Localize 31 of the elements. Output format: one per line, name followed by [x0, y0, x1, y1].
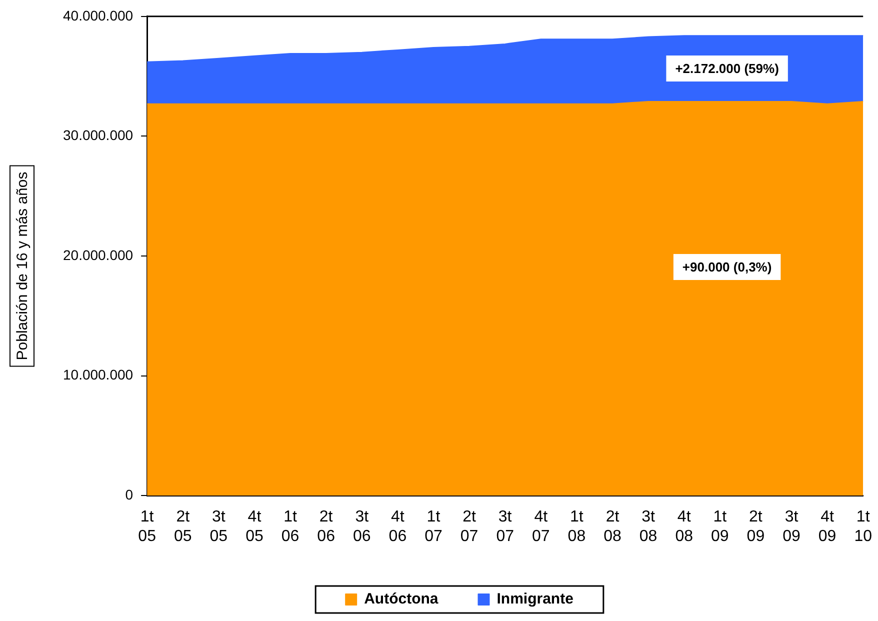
x-tick-label: 2t 08 [604, 508, 622, 545]
y-tick-label: 10.000.000 [62, 366, 134, 383]
x-tick-label: 4t 09 [818, 508, 836, 545]
x-tick-label: 1t 10 [854, 508, 872, 545]
x-tick-label: 1t 08 [568, 508, 586, 545]
x-tick-label: 2t 06 [317, 508, 336, 545]
x-tick-label: 1t 07 [424, 508, 442, 545]
x-tick-label: 1t 06 [281, 508, 300, 545]
x-tick-label: 1t 05 [138, 508, 156, 545]
x-tick-label: 4t 07 [532, 508, 550, 545]
x-tick-label: 3t 07 [496, 508, 514, 545]
annotation: +90.000 (0,3%) [682, 260, 772, 275]
x-tick-label: 1t 09 [710, 508, 729, 545]
x-tick-label: 3t 05 [210, 508, 228, 545]
x-tick-label: 3t 09 [782, 508, 800, 545]
y-axis-title: Población de 16 y más años [14, 172, 32, 360]
legend-label: Inmigrante [496, 590, 574, 608]
y-tick-label: 30.000.000 [62, 127, 134, 144]
annotation: +2.172.000 (59%) [675, 61, 779, 76]
y-tick-label: 20.000.000 [62, 246, 134, 263]
x-tick-label: 3t 06 [352, 508, 371, 545]
y-tick-label: 40.000.000 [62, 7, 134, 24]
x-tick-label: 2t 07 [460, 508, 478, 545]
x-tick-label: 4t 05 [246, 508, 264, 545]
x-tick-label: 4t 08 [675, 508, 694, 545]
x-tick-label: 2t 05 [174, 508, 192, 545]
x-tick-label: 3t 08 [639, 508, 658, 545]
y-tick-label: 0 [125, 486, 134, 502]
x-tick-label: 4t 06 [388, 508, 407, 545]
x-tick-label: 2t 09 [746, 508, 765, 545]
legend-label: Autóctona [364, 590, 439, 608]
